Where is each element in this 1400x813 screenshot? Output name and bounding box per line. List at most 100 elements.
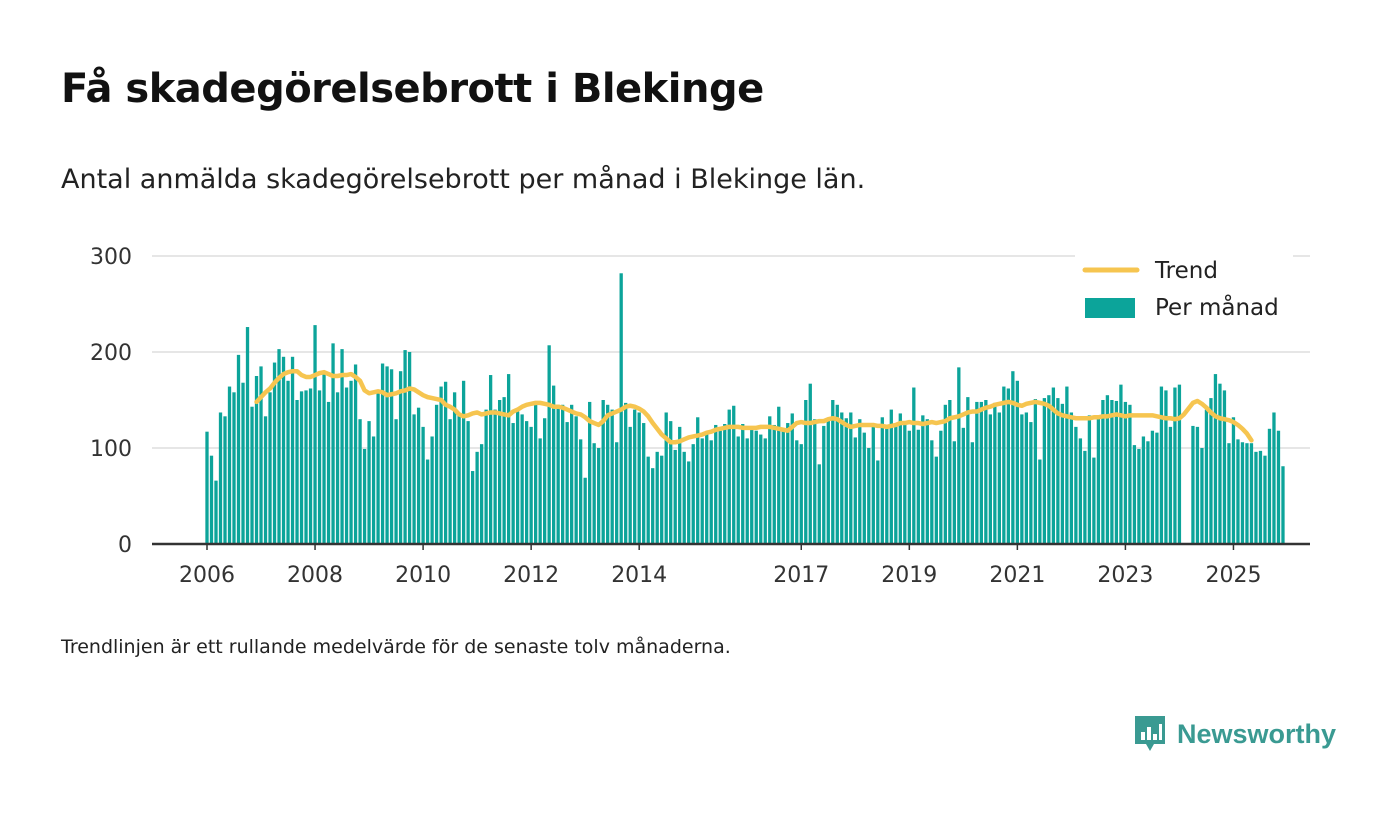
- bar: [1195, 426, 1200, 544]
- bar: [1128, 404, 1132, 544]
- bar: [1168, 426, 1173, 544]
- bar: [313, 325, 317, 544]
- bar: [633, 409, 637, 544]
- bar: [835, 404, 839, 544]
- bar: [561, 404, 565, 544]
- footnote: Trendlinjen är ett rullande medelvärde f…: [61, 636, 731, 658]
- bar: [754, 430, 758, 544]
- bar: [1047, 395, 1051, 544]
- bar: [209, 455, 214, 544]
- bar: [227, 386, 232, 544]
- bar: [601, 400, 605, 544]
- bar: [646, 456, 650, 544]
- bar: [506, 374, 511, 544]
- x-tick-label: 2012: [503, 563, 559, 588]
- bar: [880, 417, 884, 544]
- bar: [687, 461, 691, 544]
- bar: [849, 412, 853, 544]
- bar: [380, 363, 385, 544]
- bar: [1276, 430, 1281, 544]
- bar: [1213, 374, 1218, 544]
- bar: [1209, 398, 1213, 544]
- bar: [759, 434, 763, 544]
- page-title: Få skadegörelsebrott i Blekinge: [61, 66, 764, 112]
- bar: [547, 345, 551, 544]
- bar: [538, 438, 542, 544]
- bar: [1114, 400, 1119, 544]
- x-tick-label: 2014: [611, 563, 667, 588]
- bar: [1204, 409, 1209, 544]
- bar: [588, 401, 592, 544]
- bar: [772, 424, 776, 544]
- bar: [1222, 390, 1227, 544]
- bar: [1177, 384, 1182, 544]
- bar: [502, 397, 506, 544]
- bar: [970, 442, 974, 544]
- bars-per-manad: [205, 273, 1285, 544]
- y-tick-label: 300: [90, 245, 132, 270]
- x-tick-label: 2023: [1097, 563, 1153, 588]
- bar: [376, 391, 380, 544]
- bar: [448, 419, 452, 544]
- x-axis-ticks: 2006 2008 2010 2012 2014 2017 2019 2021 2023 2025: [179, 544, 1261, 588]
- x-tick-label: 2021: [989, 563, 1045, 588]
- bar: [736, 436, 740, 544]
- bar: [466, 421, 470, 544]
- bar: [484, 409, 488, 544]
- bar: [750, 426, 754, 544]
- bar: [1267, 428, 1272, 544]
- brand-logo: Newsworthy: [1133, 712, 1353, 756]
- bar: [700, 438, 704, 544]
- bar: [497, 400, 502, 544]
- bar: [615, 442, 619, 544]
- y-tick-label: 100: [90, 437, 132, 462]
- bar: [299, 391, 304, 544]
- bar: [574, 416, 578, 544]
- bar: [394, 419, 398, 544]
- bar: [853, 437, 857, 544]
- bar: [1159, 386, 1164, 544]
- bar: [1029, 422, 1033, 544]
- bar: [579, 439, 583, 544]
- bar: [493, 409, 497, 544]
- bar: [524, 421, 529, 544]
- bar: [389, 369, 394, 544]
- bar: [876, 460, 880, 544]
- bar: [1069, 412, 1074, 544]
- bar: [831, 400, 835, 544]
- bar: [534, 401, 538, 544]
- bar: [651, 468, 655, 544]
- bar: [358, 419, 362, 544]
- bar: [889, 409, 893, 544]
- bar: [858, 419, 862, 544]
- bar: [1051, 387, 1056, 544]
- bar: [997, 412, 1001, 544]
- bar: [1065, 386, 1069, 544]
- bar: [840, 412, 844, 544]
- bar: [786, 423, 790, 544]
- bar: [241, 382, 245, 544]
- bar: [232, 392, 236, 544]
- bar: [1087, 415, 1092, 544]
- bar: [407, 352, 412, 544]
- bar: [308, 388, 313, 544]
- bar: [768, 416, 772, 544]
- bar: [565, 422, 569, 544]
- bar: [457, 414, 461, 544]
- bar: [1245, 443, 1249, 544]
- legend-trend-label: Trend: [1154, 258, 1218, 284]
- x-tick-label: 2025: [1205, 563, 1261, 588]
- bar: [624, 402, 628, 544]
- bar: [443, 381, 448, 544]
- bar: [245, 327, 250, 544]
- bar: [416, 407, 421, 544]
- bar: [745, 438, 749, 544]
- bar: [732, 405, 736, 544]
- bar: [511, 423, 515, 544]
- bar: [826, 419, 830, 544]
- bar: [349, 380, 353, 544]
- bar: [1254, 451, 1258, 544]
- bar: [862, 432, 866, 544]
- bar: [556, 404, 560, 544]
- bar: [1227, 443, 1231, 544]
